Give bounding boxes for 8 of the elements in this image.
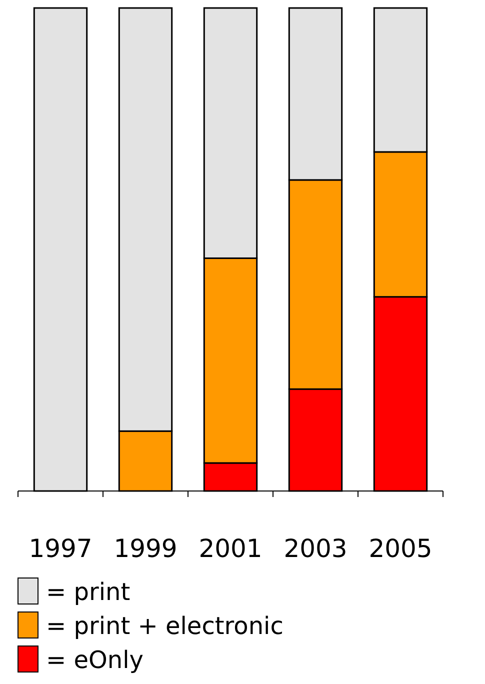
x-tick-label: 1999 (114, 534, 178, 563)
x-tick-label: 1997 (28, 534, 92, 563)
x-tick-label: 2001 (198, 534, 262, 563)
legend-label: = print + electronic (46, 612, 284, 640)
x-tick-label: 2003 (284, 534, 348, 563)
legend-label: = eOnly (46, 646, 144, 674)
x-tick-label: 2005 (368, 534, 432, 563)
legend-label: = print (46, 578, 130, 606)
